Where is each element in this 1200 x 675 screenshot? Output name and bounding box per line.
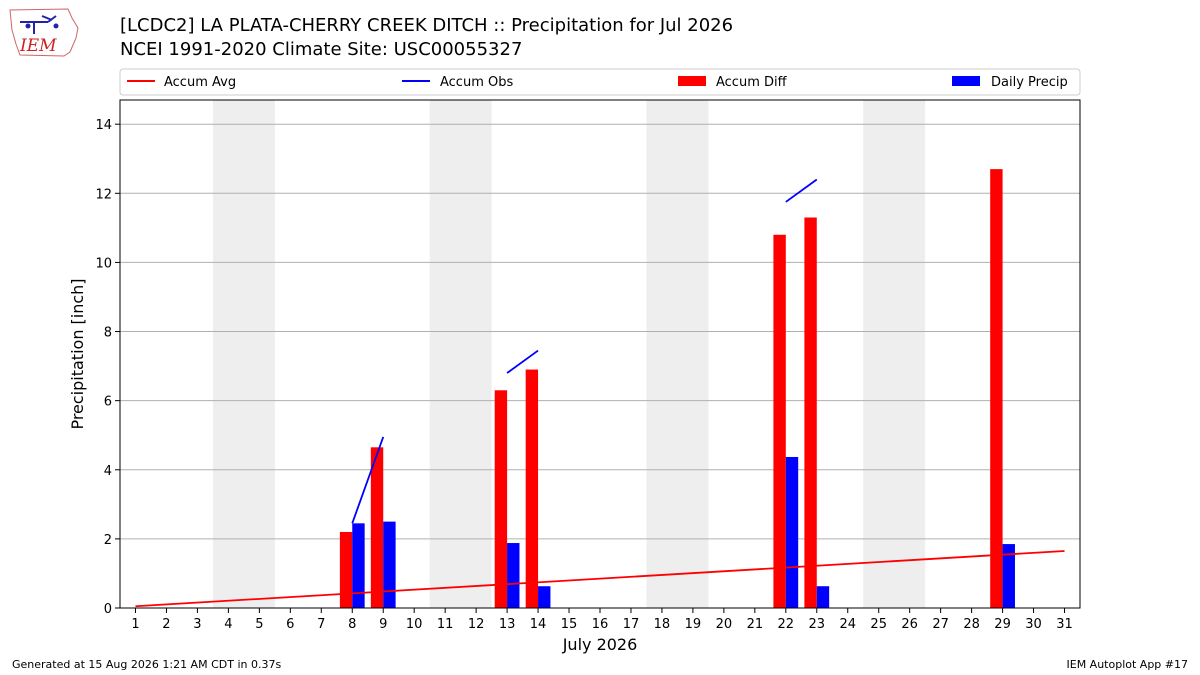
y-tick-label-6: 6 <box>104 395 112 410</box>
accum-diff-bar-day-9 <box>370 447 384 608</box>
x-tick-label-14: 14 <box>530 617 547 632</box>
app-credit: IEM Autoplot App #17 <box>1067 658 1189 671</box>
x-tick-label-23: 23 <box>809 617 826 632</box>
x-tick-label-9: 9 <box>379 617 387 632</box>
legend-label-daily-precip: Daily Precip <box>991 75 1068 90</box>
legend-entry-accum-diff: Accum Diff <box>678 75 788 90</box>
weekend-band-4 <box>863 100 926 608</box>
legend-label-accum-diff: Accum Diff <box>716 75 788 90</box>
daily-precip-bar-day-22 <box>785 456 799 608</box>
logo-text: IEM <box>19 36 57 56</box>
x-tick-label-3: 3 <box>193 617 201 632</box>
legend-entry-daily-precip: Daily Precip <box>952 75 1068 90</box>
y-tick-label-14: 14 <box>95 118 112 133</box>
x-tick-label-29: 29 <box>994 617 1011 632</box>
y-tick-label-12: 12 <box>95 187 112 202</box>
accum-obs-segment-1 <box>351 436 385 524</box>
weekend-band-3 <box>646 100 709 608</box>
x-tick-label-30: 30 <box>1025 617 1042 632</box>
x-tick-label-22: 22 <box>778 617 795 632</box>
iem-logo: IEM <box>9 8 79 57</box>
chart-title: [LCDC2] LA PLATA-CHERRY CREEK DITCH :: P… <box>120 15 733 36</box>
x-tick-label-8: 8 <box>348 617 356 632</box>
y-tick-label-4: 4 <box>104 464 112 479</box>
y-tick-label-10: 10 <box>95 256 112 271</box>
wind-vane-icon <box>20 15 57 34</box>
x-tick-label-20: 20 <box>716 617 733 632</box>
bars <box>339 169 1015 609</box>
x-tick-label-25: 25 <box>870 617 887 632</box>
daily-precip-bar-day-23 <box>816 586 830 608</box>
x-tick-label-13: 13 <box>499 617 516 632</box>
chart-subtitle: NCEI 1991-2020 Climate Site: USC00055327 <box>120 39 522 60</box>
accum-diff-bar-day-8 <box>339 531 353 608</box>
iowa-outline-icon <box>9 8 79 57</box>
x-tick-label-24: 24 <box>839 617 856 632</box>
y-axis-ticks: 0 2 4 6 8 10 12 14 <box>95 118 120 617</box>
x-axis-label: July 2026 <box>562 635 638 654</box>
grid-lines <box>120 123 1080 540</box>
daily-precip-bar-day-9 <box>383 521 396 608</box>
legend-label-accum-obs: Accum Obs <box>440 75 513 90</box>
daily-precip-bar-day-14 <box>538 586 551 608</box>
accum-obs-segment-2 <box>506 349 539 374</box>
accum-lines <box>135 178 1065 608</box>
x-tick-label-21: 21 <box>747 617 764 632</box>
x-tick-label-12: 12 <box>468 617 485 632</box>
accum-obs-segment-3 <box>785 178 818 203</box>
x-tick-label-2: 2 <box>162 617 170 632</box>
x-tick-label-16: 16 <box>592 617 609 632</box>
accum-diff-bar-day-29 <box>990 169 1003 608</box>
x-tick-label-4: 4 <box>224 617 232 632</box>
x-tick-label-10: 10 <box>406 617 423 632</box>
weekend-band-2 <box>429 100 492 608</box>
daily-precip-bar-day-29 <box>1002 544 1015 608</box>
daily-precip-bar-day-13 <box>507 543 520 608</box>
x-tick-label-28: 28 <box>963 617 980 632</box>
x-tick-label-5: 5 <box>255 617 263 632</box>
x-tick-label-17: 17 <box>623 617 640 632</box>
legend-box <box>119 68 1081 96</box>
legend-entry-accum-obs: Accum Obs <box>402 75 513 90</box>
legend: Accum Avg Accum Obs Accum Diff Daily Pre… <box>119 68 1081 96</box>
y-tick-label-2: 2 <box>104 533 112 548</box>
generated-timestamp: Generated at 15 Aug 2026 1:21 AM CDT in … <box>12 658 281 671</box>
x-tick-label-18: 18 <box>654 617 671 632</box>
accum-diff-bar-day-23 <box>804 217 817 609</box>
weekend-band-1 <box>212 100 275 608</box>
x-tick-label-31: 31 <box>1056 617 1073 632</box>
y-tick-label-8: 8 <box>104 326 112 341</box>
accum-avg-line <box>135 550 1065 608</box>
y-tick-label-0: 0 <box>104 602 112 617</box>
x-tick-label-27: 27 <box>932 617 949 632</box>
accum-diff-bar-day-14 <box>525 369 539 608</box>
x-tick-label-7: 7 <box>317 617 325 632</box>
x-tick-label-1: 1 <box>131 617 139 632</box>
legend-entry-accum-avg: Accum Avg <box>127 75 236 90</box>
accum-diff-bar-day-22 <box>773 234 786 608</box>
daily-precip-bar-day-8 <box>352 523 365 608</box>
x-axis-ticks: 1 2 3 4 5 6 7 8 9 10 11 12 13 14 15 16 17 18 19 20 21 22 23 24 2… <box>131 608 1073 632</box>
y-axis-label: Precipitation [inch] <box>68 278 87 429</box>
weekend-bands <box>212 100 926 608</box>
x-tick-label-15: 15 <box>561 617 578 632</box>
x-tick-label-19: 19 <box>685 617 702 632</box>
accum-diff-bar-day-13 <box>494 390 508 608</box>
x-tick-label-11: 11 <box>437 617 454 632</box>
x-tick-label-26: 26 <box>901 617 918 632</box>
x-tick-label-6: 6 <box>286 617 294 632</box>
legend-label-accum-avg: Accum Avg <box>164 75 236 90</box>
